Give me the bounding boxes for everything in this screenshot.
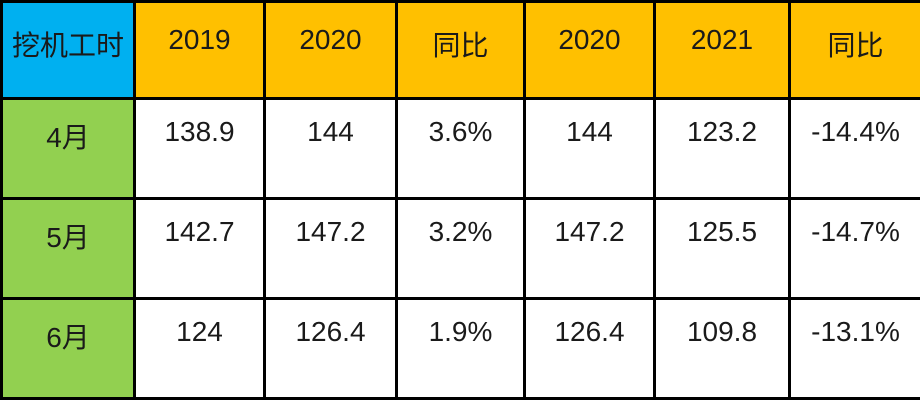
- yoy-value-cell-right: -13.1%: [788, 297, 920, 400]
- table-row-april: 4月 138.9 144 3.6% 144 123.2 -14.4%: [0, 97, 920, 200]
- month-cell: 4月: [0, 97, 136, 200]
- header-yoy-right: 同比: [788, 0, 920, 100]
- value-cell-2019: 142.7: [133, 197, 266, 300]
- value-cell-2020-left: 144: [263, 97, 398, 200]
- corner-header-cell: 挖机工时: [0, 0, 136, 100]
- table-row-may: 5月 142.7 147.2 3.2% 147.2 125.5 -14.7%: [0, 197, 920, 300]
- value-cell-2020-right: 144: [523, 97, 656, 200]
- yoy-value-cell-left: 3.2%: [395, 197, 526, 300]
- yoy-value-cell-right: -14.4%: [788, 97, 920, 200]
- value-cell-2020-left: 147.2: [263, 197, 398, 300]
- month-cell: 5月: [0, 197, 136, 300]
- value-cell-2020-right: 126.4: [523, 297, 656, 400]
- value-cell-2020-left: 126.4: [263, 297, 398, 400]
- yoy-value-cell-left: 1.9%: [395, 297, 526, 400]
- value-cell-2021: 123.2: [653, 97, 791, 200]
- value-cell-2021: 109.8: [653, 297, 791, 400]
- yoy-value-cell-left: 3.6%: [395, 97, 526, 200]
- header-year-2020-left: 2020: [263, 0, 398, 100]
- value-cell-2019: 138.9: [133, 97, 266, 200]
- value-cell-2020-right: 147.2: [523, 197, 656, 300]
- header-year-2020-right: 2020: [523, 0, 656, 100]
- value-cell-2021: 125.5: [653, 197, 791, 300]
- table-row-june: 6月 124 126.4 1.9% 126.4 109.8 -13.1%: [0, 297, 920, 400]
- header-row: 挖机工时 2019 2020 同比 2020 2021 同比: [0, 0, 920, 100]
- header-year-2019: 2019: [133, 0, 266, 100]
- header-year-2021: 2021: [653, 0, 791, 100]
- yoy-value-cell-right: -14.7%: [788, 197, 920, 300]
- month-cell: 6月: [0, 297, 136, 400]
- header-yoy-left: 同比: [395, 0, 526, 100]
- value-cell-2019: 124: [133, 297, 266, 400]
